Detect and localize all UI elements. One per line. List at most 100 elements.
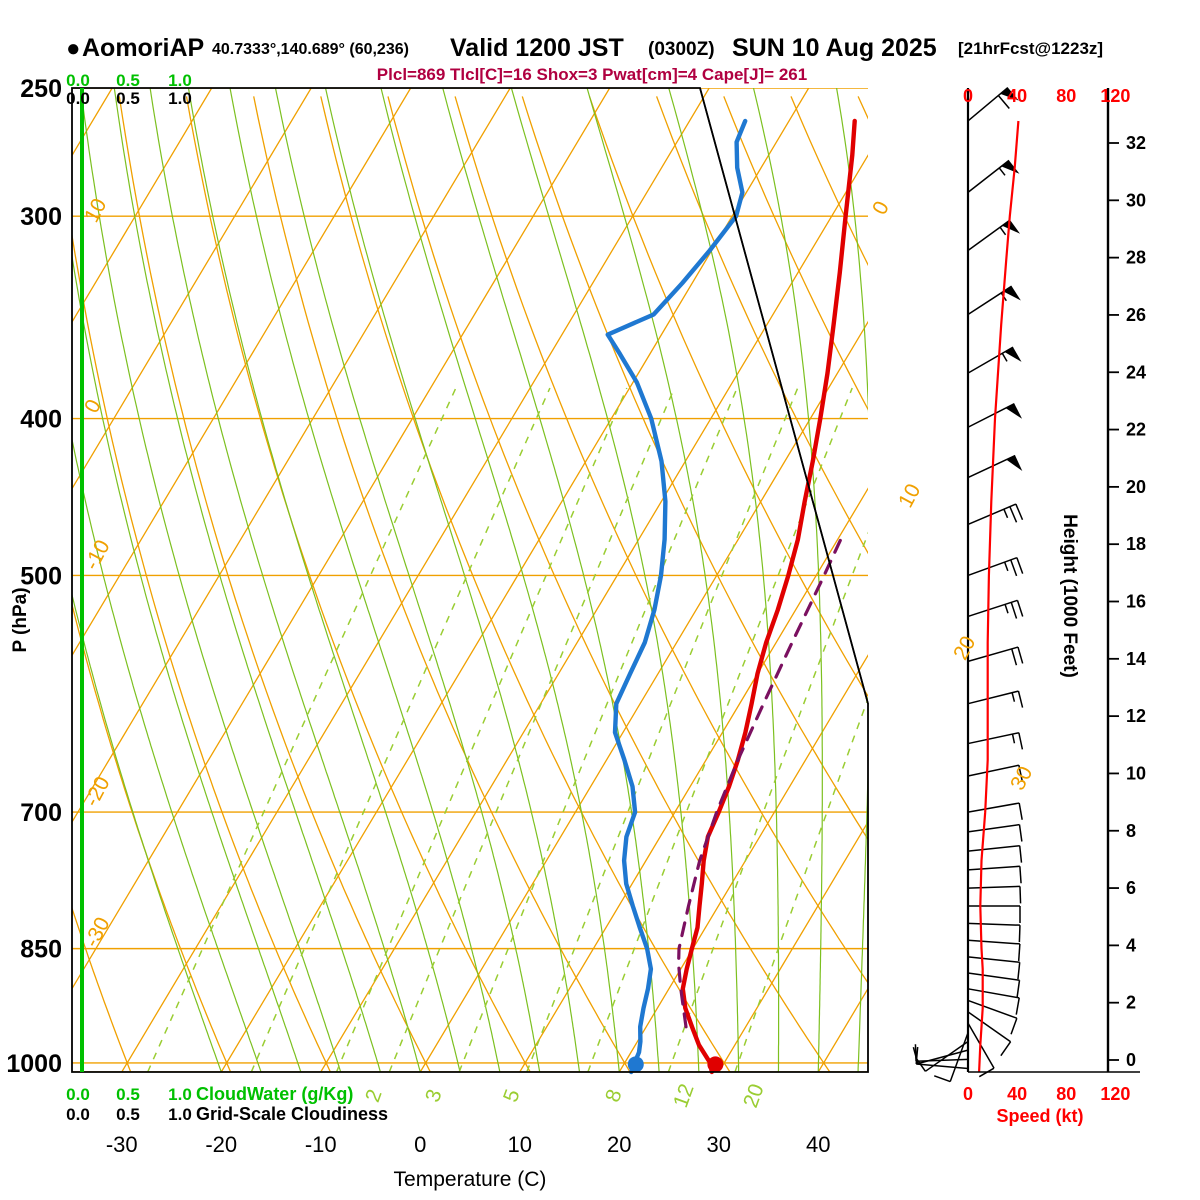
- barb-full: [1017, 943, 1021, 961]
- barb-full: [1000, 1041, 1012, 1057]
- barb-shaft: [967, 885, 1020, 889]
- stability-indices: Plcl=869 Tlcl[C]=16 Shox=3 Pwat[cm]=4 Ca…: [377, 65, 807, 84]
- barb-shaft: [967, 972, 1020, 981]
- wind-barb: [967, 732, 1024, 750]
- cloudwater-tick-label-bottom: 0.0: [66, 1085, 90, 1104]
- wind-barb: [967, 86, 1019, 122]
- barb-shaft: [967, 802, 1020, 813]
- mixing-ratio-label: 3: [421, 1086, 447, 1105]
- cloudwater-tick-label-top: 1.0: [168, 71, 192, 90]
- dry-adiabat-line: [588, 96, 868, 698]
- barb-shaft: [967, 999, 1018, 1019]
- data-layer: [605, 86, 1024, 1083]
- cloudiness-tick-label-bottom: 1.0: [168, 1105, 192, 1124]
- wind-barb: [967, 802, 1023, 820]
- barb-half: [998, 167, 1006, 176]
- barb-full: [997, 95, 1010, 109]
- mixing-ratio-line: [667, 531, 868, 1072]
- valid-date: SUN 10 Aug 2025: [732, 34, 937, 62]
- moist-adiabat-line: [835, 88, 868, 1072]
- isotherm-line: [121, 88, 710, 1072]
- dry-adiabat-line: [790, 96, 868, 267]
- mixing-ratio-label: 20: [739, 1081, 769, 1111]
- plot-frame: [71, 87, 869, 1073]
- mixing-ratio-line: [526, 387, 799, 1072]
- dry-adiabat-line: [118, 96, 431, 1072]
- station-name: AomoriAP: [82, 34, 204, 62]
- barb-shaft: [967, 1011, 1012, 1043]
- barb-full: [1018, 845, 1023, 863]
- pressure-tick-label: 700: [20, 799, 62, 827]
- dewpoint-curve: [605, 118, 748, 1075]
- cloudiness-tick-label-top: 0.0: [66, 89, 90, 108]
- cloudwater-tick-label-top: 0.0: [66, 71, 90, 90]
- isotherm-line: [72, 88, 611, 990]
- height-tick-label: 18: [1126, 534, 1146, 554]
- isotherm-label-left: -20: [80, 773, 115, 811]
- height-tick-label: 12: [1126, 706, 1146, 726]
- pressure-tick-label: 500: [20, 562, 62, 590]
- height-axis-label: Height (1000 Feet): [1059, 514, 1080, 678]
- barb-full: [1016, 980, 1021, 998]
- speed-tick-label-bottom: 40: [1007, 1084, 1027, 1104]
- cloudiness-tick-label-top: 0.5: [116, 89, 140, 108]
- dry-adiabat-line: [521, 96, 868, 841]
- station-coords: 40.7333°,140.689° (60,236): [212, 41, 409, 58]
- cloudwater-tick-label-bottom: 1.0: [168, 1085, 192, 1104]
- height-tick-label: 30: [1126, 190, 1146, 210]
- temperature-tick-label: 40: [806, 1132, 830, 1157]
- valid-time: Valid 1200 JST: [450, 34, 624, 62]
- moist-adiabat-line: [752, 88, 823, 1072]
- wind-barb: [967, 988, 1020, 1015]
- temperature-tick-label: 30: [707, 1132, 731, 1157]
- wind-barb: [967, 556, 1024, 577]
- wind-barb: [967, 690, 1024, 708]
- isotherm-line: [718, 820, 868, 1072]
- dry-adiabat-line: [387, 96, 831, 1072]
- isotherm-label-left: -30: [80, 913, 115, 951]
- wind-barb: [967, 999, 1018, 1035]
- wind-barb: [967, 844, 1023, 863]
- dry-adiabat-line: [185, 96, 531, 1072]
- speed-axis-label: Speed (kt): [996, 1106, 1083, 1126]
- header: ● AomoriAP 40.7333°,140.689° (60,236) Valid…: [66, 34, 1103, 84]
- wind-barb: [967, 865, 1022, 884]
- height-tick-label: 28: [1126, 248, 1146, 268]
- wind-speed-curve: [978, 120, 1020, 1073]
- isotherm-line: [72, 88, 213, 324]
- temperature-surface: [707, 1056, 724, 1073]
- temperature-curve: [680, 118, 857, 1075]
- barb-pennant: [1003, 286, 1021, 301]
- isotherm-line: [519, 487, 868, 1072]
- barb-full: [1017, 646, 1024, 664]
- barb-shaft: [916, 1058, 969, 1062]
- barb-full: [1018, 824, 1023, 842]
- barb-shaft: [967, 454, 1016, 479]
- dry-adiabat-line: [320, 96, 731, 1072]
- barb-shaft: [967, 646, 1019, 663]
- barb-full: [915, 1046, 919, 1065]
- barb-half: [1001, 352, 1008, 362]
- temperature-tick-label: -30: [106, 1132, 138, 1157]
- moist-adiabat-line: [324, 88, 581, 1072]
- wind-barb: [967, 764, 1024, 782]
- barb-full: [1009, 506, 1018, 523]
- barb-shaft: [967, 159, 1010, 193]
- barb-full: [1017, 962, 1021, 980]
- wind-barb: [967, 285, 1021, 316]
- barb-full: [1010, 602, 1018, 619]
- barb-shaft: [967, 285, 1013, 316]
- barb-shaft: [967, 690, 1019, 705]
- barb-half: [1004, 604, 1009, 614]
- barb-full: [1011, 648, 1018, 666]
- barb-pennant: [1004, 347, 1022, 362]
- barb-half: [1003, 508, 1009, 519]
- barb-shaft: [967, 764, 1020, 777]
- pressure-tick-label: 1000: [6, 1050, 62, 1078]
- isotherm-label-left: 10: [80, 195, 111, 226]
- barb-half: [999, 226, 1007, 236]
- barb-pennant: [1001, 160, 1020, 174]
- wind-barb: [967, 219, 1021, 252]
- height-tick-label: 26: [1126, 305, 1146, 325]
